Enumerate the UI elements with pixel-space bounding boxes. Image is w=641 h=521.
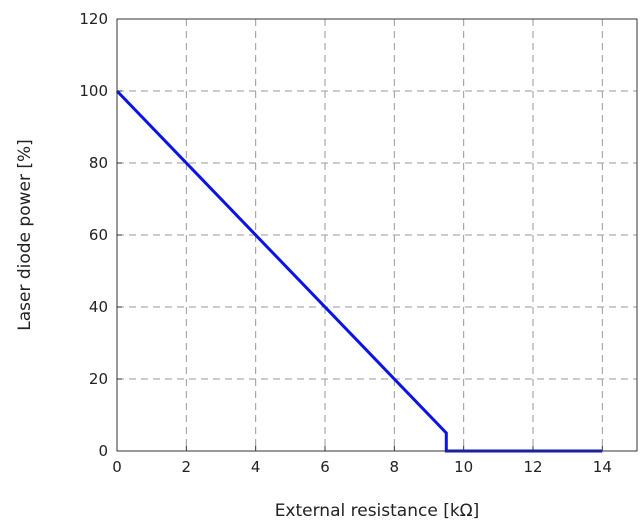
x-tick-label: 4 xyxy=(251,458,261,476)
y-tick-label: 100 xyxy=(79,82,108,100)
y-tick-label: 60 xyxy=(89,226,108,244)
x-tick-label: 6 xyxy=(320,458,330,476)
x-tick-label: 0 xyxy=(112,458,122,476)
x-tick-label: 2 xyxy=(182,458,192,476)
y-tick-label: 20 xyxy=(89,370,108,388)
x-tick-label: 12 xyxy=(523,458,542,476)
y-tick-label: 80 xyxy=(89,154,108,172)
x-tick-label: 8 xyxy=(390,458,400,476)
x-axis-label: External resistance [kΩ] xyxy=(275,501,480,521)
x-tick-label: 10 xyxy=(454,458,473,476)
x-tick-label: 14 xyxy=(593,458,612,476)
y-tick-label: 40 xyxy=(89,298,108,316)
grid xyxy=(117,19,637,451)
y-tick-label: 120 xyxy=(79,10,108,28)
series-line xyxy=(115,89,603,453)
axis-ticks: 0 2 4 6 8 10 12 14 0 20 40 60 80 100 120 xyxy=(79,10,612,476)
y-axis-label: Laser diode power [%] xyxy=(15,139,35,331)
y-tick-label: 0 xyxy=(98,442,108,460)
plot-series xyxy=(115,89,603,453)
